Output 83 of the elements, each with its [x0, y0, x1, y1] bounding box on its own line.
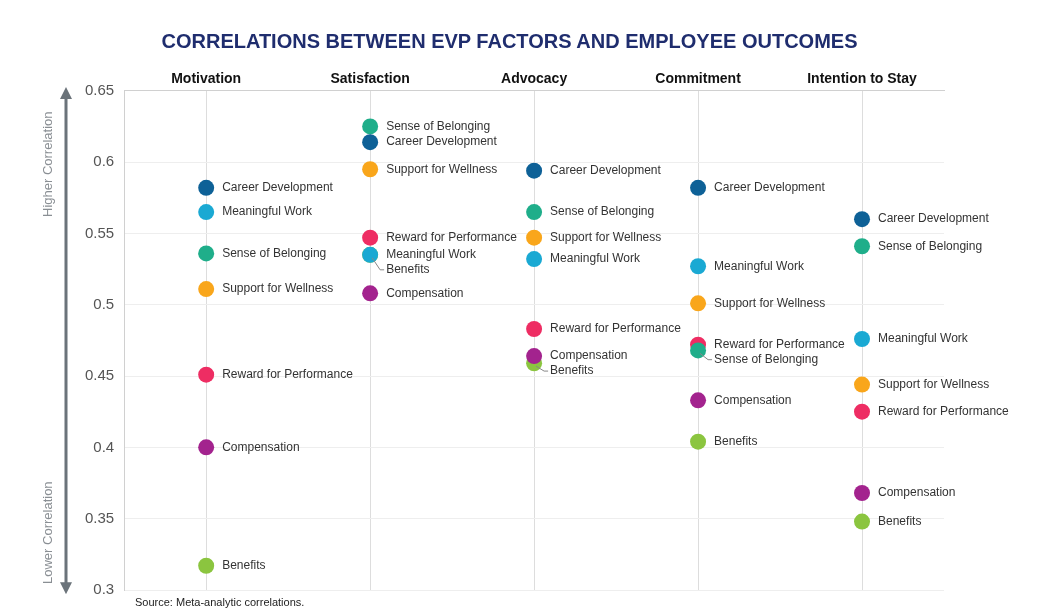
- point: [198, 557, 215, 574]
- text: Compensation: [878, 485, 956, 500]
- point: [854, 485, 871, 502]
- text: Reward for Performance: [714, 336, 845, 351]
- text: Meaningful Work: [386, 247, 476, 262]
- series-label: Support for Wellness: [222, 281, 334, 296]
- x-tick-label: Advocacy: [501, 70, 568, 87]
- text: Benefits: [386, 262, 430, 277]
- point: [198, 179, 215, 196]
- point: [526, 204, 543, 221]
- text: Sense of Belonging: [386, 118, 491, 133]
- text: Meaningful Work: [550, 251, 640, 266]
- point: [854, 211, 871, 228]
- y-tick-label: 0.3: [93, 580, 115, 598]
- source-note: Source: Meta-analytic correlations.: [135, 596, 305, 608]
- y-tick-label: 0.5: [93, 294, 115, 312]
- point: [526, 320, 543, 337]
- point: [362, 161, 379, 178]
- point: [854, 238, 871, 255]
- point: [690, 392, 707, 409]
- series-label: Meaningful Work: [222, 204, 313, 219]
- x-tick-label: Intention to Stay: [807, 70, 918, 87]
- point: [526, 348, 543, 365]
- series-label: Reward for Performance: [222, 366, 354, 381]
- point: [854, 513, 871, 530]
- text: Benefits: [714, 433, 758, 448]
- text: Reward for Performance: [550, 321, 681, 336]
- point: [198, 281, 215, 298]
- text: Career Development: [550, 162, 661, 177]
- y-tick-label: 0.65: [84, 80, 115, 98]
- series-label: Sense of Belonging: [222, 245, 327, 260]
- point: [526, 229, 543, 246]
- text: Support for Wellness: [386, 161, 498, 176]
- point: [526, 162, 543, 179]
- text: Career Development: [878, 211, 989, 226]
- text: Reward for Performance: [386, 230, 517, 245]
- point: [198, 204, 215, 221]
- point: [526, 251, 543, 268]
- text: Support for Wellness: [714, 295, 826, 310]
- chart-title: CORRELATIONS BETWEEN EVP FACTORS AND EMPLOYEE OUTCOMES: [161, 29, 858, 52]
- text: Sense of Belonging: [878, 238, 983, 253]
- point: [854, 330, 871, 347]
- y-tick-label: 0.4: [93, 437, 115, 455]
- text: Benefits: [222, 558, 266, 573]
- point: [690, 295, 707, 312]
- x-tick-label: Motivation: [171, 70, 242, 87]
- point: [690, 179, 707, 196]
- text: Compensation: [386, 285, 464, 300]
- text: Benefits: [878, 513, 922, 528]
- text: Support for Wellness: [550, 230, 662, 245]
- point: [854, 403, 871, 420]
- x-tick-label: Commitment: [655, 70, 742, 87]
- point: [198, 245, 215, 262]
- series-label: Career Development: [222, 180, 334, 195]
- x-tick-label: Satisfaction: [330, 70, 410, 87]
- text: Compensation: [550, 348, 628, 363]
- point: [198, 366, 215, 383]
- text: Career Development: [714, 180, 825, 195]
- y-tick-label: 0.45: [84, 366, 115, 384]
- text: Sense of Belonging: [714, 351, 819, 366]
- text: Compensation: [714, 392, 792, 407]
- point: [362, 285, 379, 302]
- point: [690, 433, 707, 450]
- text: Reward for Performance: [878, 404, 1009, 419]
- y-tick-label: 0.6: [93, 152, 115, 170]
- point: [690, 342, 707, 359]
- y-tick-label: 0.55: [84, 223, 115, 241]
- series-label: Compensation: [222, 439, 300, 454]
- text: Meaningful Work: [714, 258, 804, 273]
- y-tick-label: 0.35: [84, 508, 115, 526]
- point: [362, 229, 379, 246]
- text: Higher Correlation: [40, 111, 55, 217]
- text: Meaningful Work: [878, 331, 968, 346]
- point: [362, 118, 379, 135]
- point: [362, 134, 379, 151]
- series-label: Benefits: [550, 363, 594, 378]
- text: Career Development: [386, 134, 497, 149]
- point: [198, 439, 215, 456]
- point: [854, 376, 871, 393]
- text: Support for Wellness: [878, 376, 990, 391]
- text: Sense of Belonging: [550, 204, 655, 219]
- point: [690, 258, 707, 275]
- text: Lower Correlation: [40, 481, 55, 584]
